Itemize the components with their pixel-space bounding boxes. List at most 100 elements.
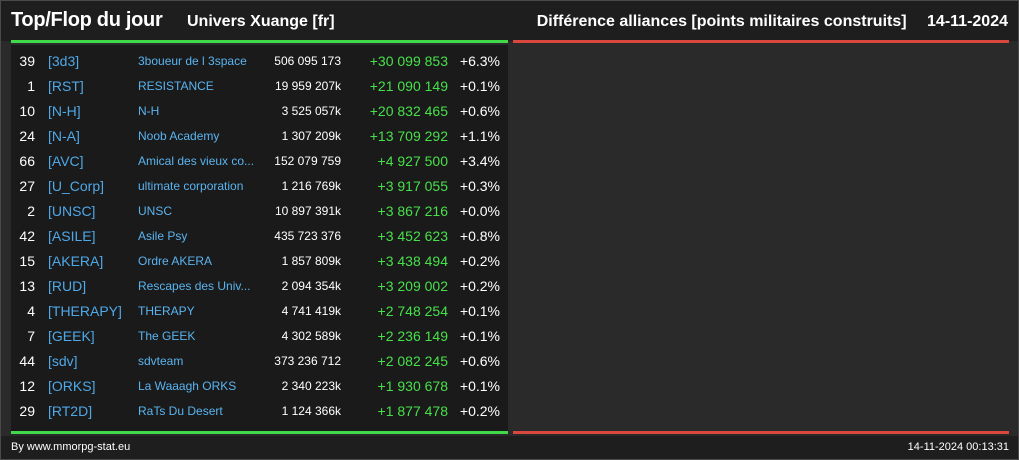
rank-cell: 15: [19, 253, 35, 269]
total-points-cell: 2 094 354k: [281, 279, 341, 293]
alliance-name-link[interactable]: sdvteam: [138, 354, 184, 368]
alliance-tag-link[interactable]: [THERAPY]: [48, 303, 122, 319]
total-points-cell: 1 857 809k: [281, 254, 341, 268]
rank-cell: 44: [19, 353, 35, 369]
table-row: 12 [ORKS] La Waaagh ORKS 2 340 223k +1 930 6…: [11, 374, 508, 399]
flop-section-bar-top: [513, 40, 1009, 43]
alliance-tag-link[interactable]: [UNSC]: [48, 203, 96, 219]
alliance-tag-link[interactable]: [sdv]: [48, 353, 78, 369]
alliance-tag-link[interactable]: [AVC]: [48, 153, 84, 169]
points-diff-cell: +21 090 149: [369, 78, 448, 94]
top-section-bar-bottom: [11, 431, 508, 434]
alliance-name-link[interactable]: THERAPY: [138, 304, 195, 318]
alliance-tag-link[interactable]: [ORKS]: [48, 378, 96, 394]
table-row: 15 [AKERA] Ordre AKERA 1 857 809k +3 438 494…: [11, 249, 508, 274]
universe-label: Univers Xuange [fr]: [187, 13, 335, 30]
alliance-name-link[interactable]: Ordre AKERA: [138, 254, 213, 268]
percent-change-cell: +0.0%: [459, 203, 500, 219]
alliance-name-link[interactable]: RESISTANCE: [138, 79, 214, 93]
alliance-tag-link[interactable]: [RT2D]: [48, 403, 93, 419]
table-row: 10 [N-H] N-H 3 525 057k +20 832 465 +0.6%: [11, 99, 508, 124]
flop-panel: [513, 45, 1009, 431]
report-date: 14-11-2024: [927, 13, 1008, 30]
total-points-cell: 2 340 223k: [281, 379, 341, 393]
points-diff-cell: +3 209 002: [377, 278, 448, 294]
rank-cell: 39: [19, 53, 35, 69]
rank-cell: 27: [19, 178, 35, 194]
table-row: 13 [RUD] Rescapes des Univ... 2 094 354k +3 …: [11, 274, 508, 299]
header: Top/Flop du jour Univers Xuange [fr] Dif…: [1, 1, 1018, 41]
points-diff-cell: +30 099 853: [369, 53, 448, 69]
alliance-name-link[interactable]: The GEEK: [138, 329, 196, 343]
site-credit[interactable]: By www.mmorpg-stat.eu: [11, 441, 131, 453]
table-row: 39 [3d3] 3boueur de l 3space 506 095 173 +30…: [11, 49, 508, 74]
alliance-tag-link[interactable]: [U_Corp]: [48, 178, 105, 194]
percent-change-cell: +0.6%: [459, 103, 500, 119]
points-diff-cell: +1 877 478: [377, 403, 448, 419]
alliance-name-link[interactable]: ultimate corporation: [138, 179, 244, 193]
alliance-tag-link[interactable]: [3d3]: [48, 53, 80, 69]
rank-cell: 13: [19, 278, 35, 294]
table-row: 4 [THERAPY] THERAPY 4 741 419k +2 748 254 +0.…: [11, 299, 508, 324]
percent-change-cell: +0.1%: [459, 78, 500, 94]
alliance-tag-link[interactable]: [GEEK]: [48, 328, 95, 344]
alliance-name-link[interactable]: 3boueur de l 3space: [138, 54, 247, 68]
rank-cell: 7: [27, 328, 35, 344]
alliance-name-link[interactable]: UNSC: [138, 204, 173, 218]
percent-change-cell: +0.3%: [459, 178, 500, 194]
total-points-cell: 435 723 376: [274, 229, 341, 243]
table-row: 29 [RT2D] RaTs Du Desert 1 124 366k +1 877 4…: [11, 399, 508, 424]
rank-cell: 12: [19, 378, 35, 394]
points-diff-cell: +3 438 494: [377, 253, 448, 269]
points-diff-cell: +2 748 254: [377, 303, 448, 319]
percent-change-cell: +6.3%: [459, 53, 500, 69]
table-row: 27 [U_Corp] ultimate corporation 1 216 769k…: [11, 174, 508, 199]
alliance-name-link[interactable]: Noob Academy: [138, 129, 220, 143]
rank-cell: 24: [19, 128, 35, 144]
rank-cell: 2: [27, 203, 35, 219]
total-points-cell: 373 236 712: [274, 354, 341, 368]
alliance-name-link[interactable]: Asile Psy: [138, 229, 188, 243]
percent-change-cell: +0.2%: [459, 403, 500, 419]
table-row: 2 [UNSC] UNSC 10 897 391k +3 867 216 +0.0%: [11, 199, 508, 224]
percent-change-cell: +0.1%: [459, 328, 500, 344]
table-row: 1 [RST] RESISTANCE 19 959 207k +21 090 149 +0…: [11, 74, 508, 99]
alliance-name-link[interactable]: RaTs Du Desert: [138, 404, 223, 418]
percent-change-cell: +0.1%: [459, 303, 500, 319]
metric-label: Différence alliances [points militaires …: [536, 13, 907, 30]
total-points-cell: 4 741 419k: [281, 304, 341, 318]
table-row: 66 [AVC] Amical des vieux co... 152 079 759…: [11, 149, 508, 174]
alliance-tag-link[interactable]: [N-H]: [48, 103, 81, 119]
alliance-name-link[interactable]: La Waaagh ORKS: [138, 379, 237, 393]
percent-change-cell: +0.6%: [459, 353, 500, 369]
total-points-cell: 506 095 173: [274, 54, 341, 68]
points-diff-cell: +20 832 465: [369, 103, 448, 119]
alliance-name-link[interactable]: Rescapes des Univ...: [138, 279, 251, 293]
percent-change-cell: +1.1%: [459, 128, 500, 144]
alliance-tag-link[interactable]: [RUD]: [48, 278, 87, 294]
alliance-tag-link[interactable]: [RST]: [48, 78, 84, 94]
points-diff-cell: +3 452 623: [377, 228, 448, 244]
alliance-tag-link[interactable]: [ASILE]: [48, 228, 96, 244]
rank-cell: 10: [19, 103, 35, 119]
metric-title: Différence alliances [points militaires …: [537, 13, 1008, 31]
top-list: 39 [3d3] 3boueur de l 3space 506 095 173 +30…: [11, 49, 508, 424]
table-row: 42 [ASILE] Asile Psy 435 723 376 +3 452 623 +…: [11, 224, 508, 249]
points-diff-cell: +3 917 055: [377, 178, 448, 194]
top-section-bar-top: [11, 40, 508, 43]
rank-cell: 66: [19, 153, 35, 169]
rank-cell: 29: [19, 403, 35, 419]
percent-change-cell: +0.2%: [459, 253, 500, 269]
alliance-name-link[interactable]: N-H: [138, 104, 160, 118]
alliance-name-link[interactable]: Amical des vieux co...: [138, 154, 255, 168]
alliance-tag-link[interactable]: [N-A]: [48, 128, 80, 144]
table-row: 44 [sdv] sdvteam 373 236 712 +2 082 245 +0.6%: [11, 349, 508, 374]
points-diff-cell: +3 867 216: [377, 203, 448, 219]
top-panel: 39 [3d3] 3boueur de l 3space 506 095 173 +30…: [11, 45, 508, 431]
alliance-tag-link[interactable]: [AKERA]: [48, 253, 104, 269]
rank-cell: 1: [27, 78, 35, 94]
table-row: 24 [N-A] Noob Academy 1 307 209k +13 709 292…: [11, 124, 508, 149]
footer: By www.mmorpg-stat.eu 14-11-2024 00:13:3…: [1, 436, 1018, 459]
points-diff-cell: +1 930 678: [377, 378, 448, 394]
